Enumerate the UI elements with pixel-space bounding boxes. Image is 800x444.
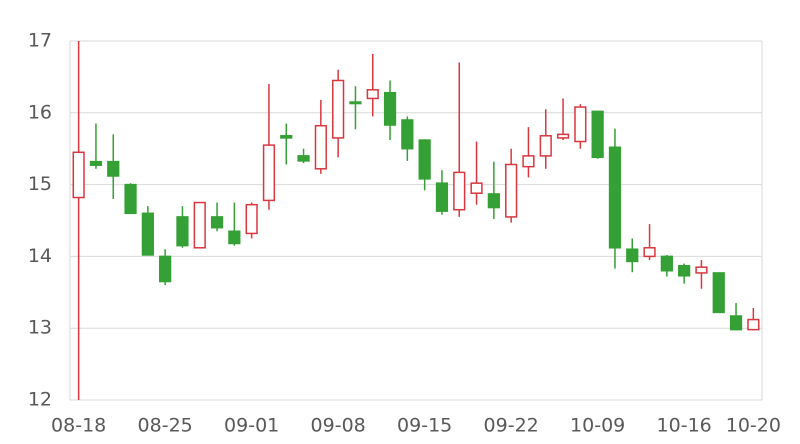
candle-body <box>349 101 362 105</box>
candle-body <box>505 163 518 218</box>
candle-body <box>643 247 656 258</box>
candle-body <box>193 201 206 249</box>
candle-body <box>487 193 500 209</box>
candle-body <box>176 216 189 247</box>
x-tick-label: 10-16 <box>657 415 712 437</box>
x-tick-label: 09-15 <box>397 415 452 437</box>
candle-body <box>159 255 172 283</box>
candle-body <box>539 135 552 157</box>
candle-body <box>228 230 241 245</box>
y-tick-label: 14 <box>28 245 52 267</box>
x-tick-label: 09-08 <box>311 415 366 437</box>
candle-body <box>89 160 103 166</box>
y-tick-label: 12 <box>28 389 52 411</box>
candle-body <box>141 212 154 256</box>
y-tick-label: 16 <box>28 101 52 123</box>
candle-body <box>418 139 431 180</box>
x-tick-label: 08-18 <box>51 415 106 437</box>
candle-body <box>383 91 397 126</box>
y-tick-label: 17 <box>28 30 52 52</box>
x-tick-label: 08-25 <box>138 415 193 437</box>
candle-body <box>626 248 639 263</box>
y-tick-label: 15 <box>28 173 52 195</box>
candle-body <box>591 110 604 159</box>
candle-body <box>107 160 120 177</box>
candle-body <box>210 216 224 229</box>
candle-body <box>332 79 345 139</box>
candle-body <box>280 135 293 139</box>
candle-body <box>695 266 708 274</box>
candle-body <box>712 272 725 314</box>
candle-body <box>470 182 483 194</box>
candle-body <box>72 151 85 199</box>
candle-body <box>453 171 466 211</box>
candle-body <box>262 144 276 202</box>
candle-body <box>522 155 535 168</box>
candle-body <box>124 183 137 215</box>
candle-body <box>660 255 673 272</box>
y-tick-label: 13 <box>28 317 52 339</box>
candle-body <box>401 119 414 150</box>
x-tick-label: 09-22 <box>484 415 539 437</box>
candle-body <box>678 264 691 277</box>
candle-body <box>314 124 327 170</box>
candle-body <box>574 106 587 143</box>
x-tick-label: 09-01 <box>224 415 279 437</box>
x-tick-label: 10-20 <box>726 415 781 437</box>
candle-body <box>608 146 622 249</box>
candle-body <box>366 89 379 100</box>
candle-body <box>729 315 743 331</box>
x-tick-label: 10-09 <box>570 415 625 437</box>
candle-body <box>435 182 449 212</box>
candle-body <box>297 155 310 162</box>
candle-body <box>245 203 258 235</box>
candle-body <box>747 318 760 331</box>
candle-body <box>556 133 570 139</box>
